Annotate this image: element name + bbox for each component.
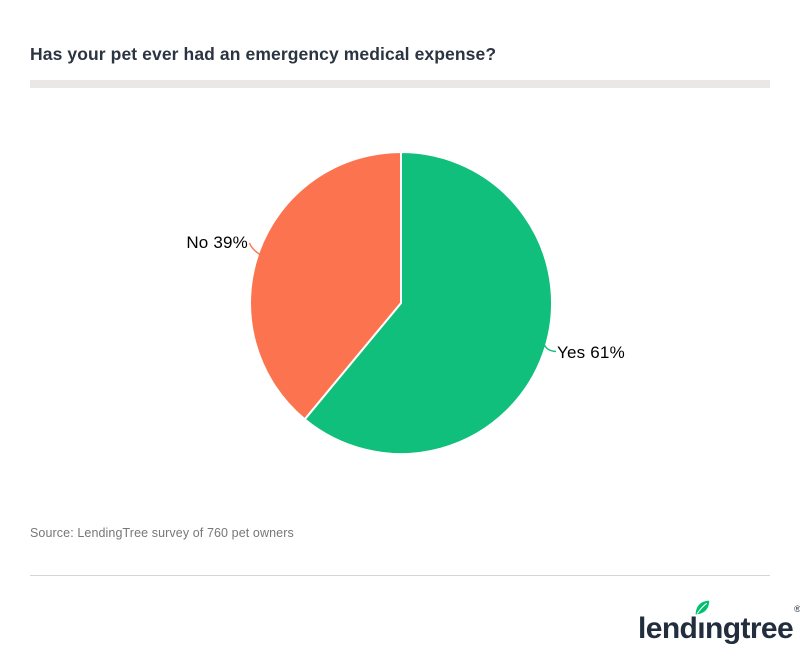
slice-label-no: No 39%	[186, 233, 248, 252]
logo-i-wrap: ıngtree	[695, 600, 794, 645]
slice-label-yes: Yes 61%	[557, 343, 625, 362]
leader-line-no	[248, 242, 264, 258]
pie-slice-yes	[303, 151, 553, 455]
source-note: Source: LendingTree survey of 760 pet ow…	[30, 526, 294, 540]
pie-slice-no	[249, 151, 402, 421]
registered-trademark: ®	[794, 604, 800, 614]
leader-line-yes	[542, 340, 557, 353]
logo-text-part1: lend	[638, 612, 698, 645]
footer-divider	[30, 575, 770, 576]
title-underline-bar	[30, 80, 770, 88]
logo-text-part2: ıngtree	[697, 612, 794, 645]
lendingtree-logo: lend ıngtree ®	[638, 599, 800, 645]
leaf-icon	[695, 600, 710, 615]
chart-title: Has your pet ever had an emergency medic…	[30, 44, 497, 64]
